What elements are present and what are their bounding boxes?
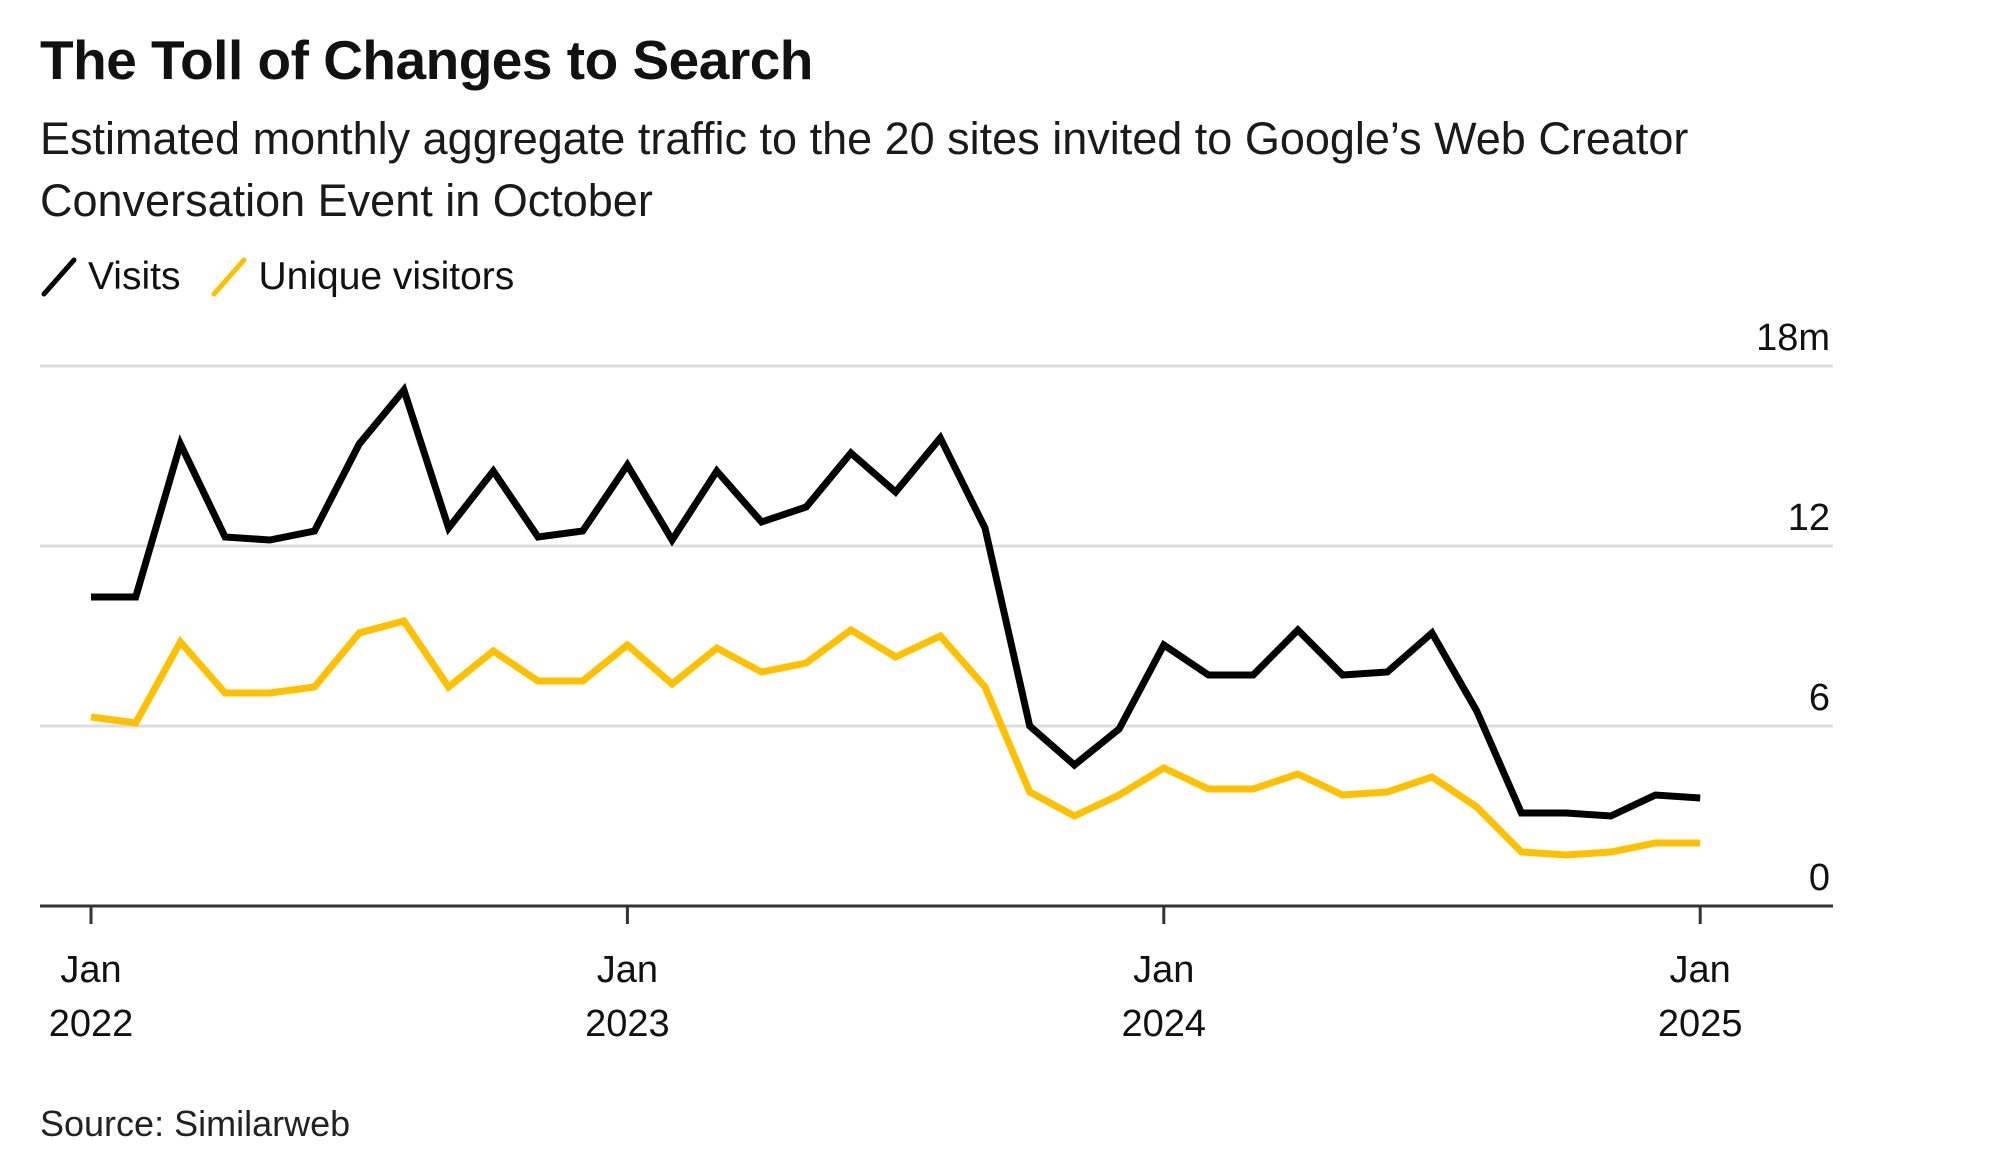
legend-swatch-unique-visitors-icon bbox=[211, 257, 247, 297]
x-tick-label-year: 2023 bbox=[585, 1003, 670, 1045]
legend: Visits Unique visitors bbox=[40, 252, 544, 302]
x-tick-label-month: Jan bbox=[60, 949, 121, 991]
legend-item-unique-visitors: Unique visitors bbox=[210, 252, 514, 302]
legend-label-visits: Visits bbox=[88, 255, 181, 298]
y-tick-label: 12 bbox=[1788, 497, 1830, 539]
y-tick-label: 18m bbox=[1756, 317, 1830, 359]
x-tick-label-year: 2025 bbox=[1658, 1003, 1743, 1045]
y-tick-label: 0 bbox=[1809, 857, 1830, 899]
legend-item-visits: Visits bbox=[40, 252, 180, 302]
legend-label-unique-visitors: Unique visitors bbox=[258, 255, 515, 298]
x-axis: Jan 2022 Jan 2023 Jan 2024 Jan 2025 bbox=[40, 904, 1833, 1045]
x-tick-label-month: Jan bbox=[1133, 949, 1194, 991]
x-tick-label-year: 2022 bbox=[49, 1003, 134, 1045]
x-tick-label-month: Jan bbox=[597, 949, 658, 991]
chart-title: The Toll of Changes to Search bbox=[40, 29, 813, 91]
gridlines bbox=[40, 364, 1833, 728]
series bbox=[90, 382, 1701, 859]
source-note: Source: Similarweb bbox=[40, 1103, 351, 1144]
x-tick-label-year: 2024 bbox=[1122, 1003, 1207, 1045]
series-line-unique-visitors bbox=[90, 616, 1701, 859]
series-line-visits bbox=[91, 382, 1701, 820]
chart-subtitle: Estimated monthly aggregate traffic to t… bbox=[40, 113, 1689, 226]
legend-swatch-visits-icon bbox=[41, 257, 77, 297]
y-tick-label: 6 bbox=[1809, 677, 1830, 719]
y-axis: 0 6 12 18m bbox=[1756, 317, 1830, 899]
x-tick-label-month: Jan bbox=[1670, 949, 1731, 991]
